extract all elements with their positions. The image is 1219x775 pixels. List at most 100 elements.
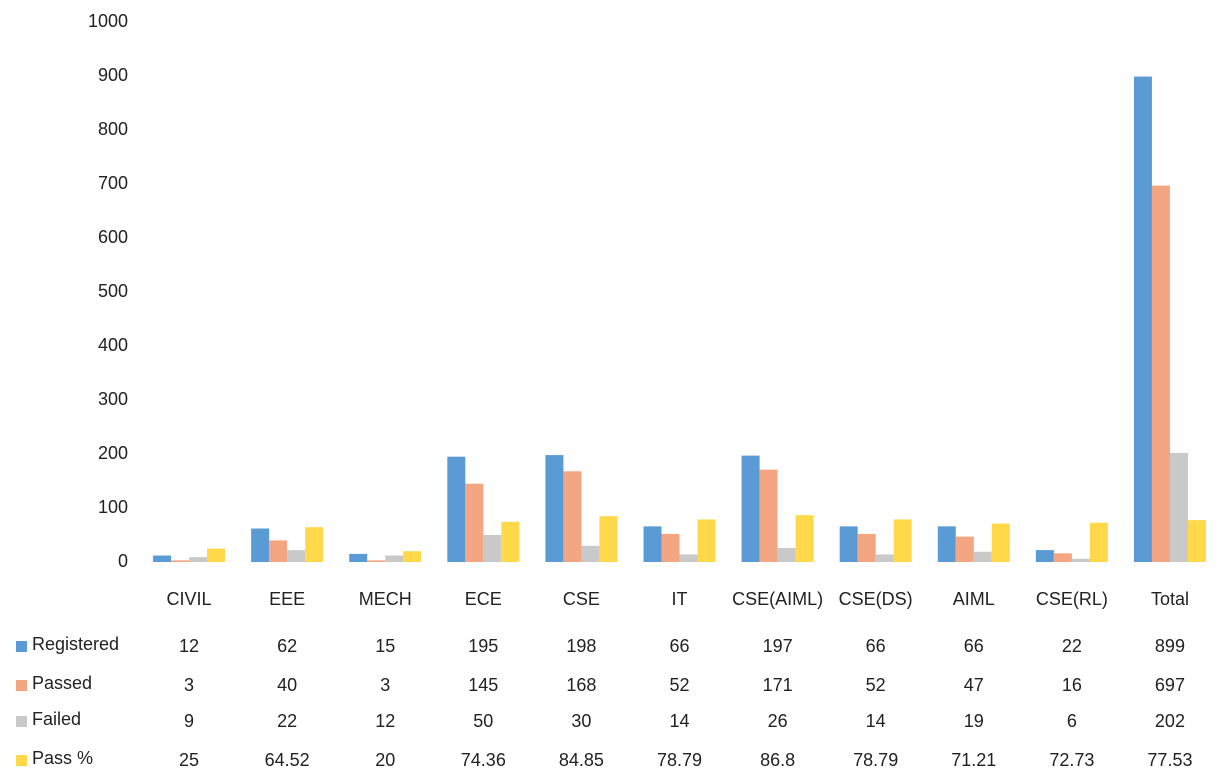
bar xyxy=(305,527,324,562)
bar xyxy=(153,555,172,562)
bar xyxy=(581,545,600,562)
bar xyxy=(349,553,368,562)
table-cell: 899 xyxy=(1155,636,1185,656)
legend-swatch xyxy=(16,716,27,727)
table-cell: 66 xyxy=(669,636,689,656)
table-cell: 3 xyxy=(380,675,390,695)
bar xyxy=(795,515,814,562)
bar xyxy=(1151,185,1170,562)
x-tick-label: Total xyxy=(1151,589,1189,609)
x-tick-label: CSE(DS) xyxy=(839,589,913,609)
table-cell: 71.21 xyxy=(951,750,996,770)
table-cell: 66 xyxy=(866,636,886,656)
y-tick-label: 100 xyxy=(98,497,128,517)
bar xyxy=(385,555,404,562)
table-cell: 12 xyxy=(179,636,199,656)
x-tick-label: CSE(RL) xyxy=(1036,589,1108,609)
table-cell: 22 xyxy=(277,711,297,731)
table-cell: 171 xyxy=(763,675,793,695)
bar xyxy=(1169,452,1188,562)
table-cell: 40 xyxy=(277,675,297,695)
x-tick-label: CIVIL xyxy=(167,589,212,609)
x-tick-label: MECH xyxy=(359,589,412,609)
table-cell: 197 xyxy=(763,636,793,656)
bar xyxy=(697,519,716,562)
legend-label: Failed xyxy=(32,709,81,729)
table-cell: 66 xyxy=(964,636,984,656)
bar xyxy=(955,536,974,562)
bar xyxy=(973,551,992,562)
y-tick-label: 300 xyxy=(98,389,128,409)
table-cell: 52 xyxy=(669,675,689,695)
table-cell: 168 xyxy=(566,675,596,695)
table-cell: 25 xyxy=(179,750,199,770)
table-cell: 6 xyxy=(1067,711,1077,731)
table-cell: 26 xyxy=(768,711,788,731)
bar xyxy=(483,535,502,562)
bar xyxy=(893,519,912,562)
table-cell: 50 xyxy=(473,711,493,731)
table-cell: 78.79 xyxy=(657,750,702,770)
table-cell: 72.73 xyxy=(1049,750,1094,770)
y-tick-label: 900 xyxy=(98,65,128,85)
y-tick-label: 0 xyxy=(118,551,128,571)
y-tick-label: 1000 xyxy=(88,11,128,31)
table-cell: 74.36 xyxy=(461,750,506,770)
bar xyxy=(777,547,796,562)
y-tick-label: 200 xyxy=(98,443,128,463)
bar xyxy=(501,521,520,562)
bar xyxy=(1035,550,1054,562)
bar xyxy=(545,455,564,562)
bar xyxy=(679,554,698,562)
bar xyxy=(207,548,226,562)
legend-swatch xyxy=(16,680,27,691)
bar xyxy=(759,469,778,562)
legend-label: Registered xyxy=(32,634,119,654)
legend-label: Passed xyxy=(32,673,92,693)
x-tick-label: CSE(AIML) xyxy=(732,589,823,609)
bar xyxy=(857,533,876,562)
table-cell: 16 xyxy=(1062,675,1082,695)
bar xyxy=(1133,76,1152,562)
table-cell: 145 xyxy=(468,675,498,695)
table-cell: 19 xyxy=(964,711,984,731)
y-tick-label: 800 xyxy=(98,119,128,139)
table-cell: 84.85 xyxy=(559,750,604,770)
x-tick-label: AIML xyxy=(953,589,995,609)
table-cell: 198 xyxy=(566,636,596,656)
bar xyxy=(171,560,190,562)
table-cell: 12 xyxy=(375,711,395,731)
table-cell: 78.79 xyxy=(853,750,898,770)
bar xyxy=(1089,522,1108,562)
table-cell: 20 xyxy=(375,750,395,770)
legend-label: Pass % xyxy=(32,748,93,768)
table-cell: 62 xyxy=(277,636,297,656)
bar xyxy=(991,523,1010,562)
bar xyxy=(937,526,956,562)
legend-swatch xyxy=(16,641,27,652)
bar xyxy=(403,551,422,562)
bar xyxy=(1053,553,1072,562)
x-tick-label: CSE xyxy=(563,589,600,609)
table-cell: 9 xyxy=(184,711,194,731)
table-cell: 64.52 xyxy=(265,750,310,770)
table-cell: 47 xyxy=(964,675,984,695)
bar xyxy=(839,526,858,562)
bar xyxy=(367,560,386,562)
table-cell: 14 xyxy=(866,711,886,731)
table-cell: 14 xyxy=(669,711,689,731)
y-tick-label: 600 xyxy=(98,227,128,247)
table-cell: 22 xyxy=(1062,636,1082,656)
bar xyxy=(643,526,662,562)
bar xyxy=(189,557,208,562)
bar xyxy=(269,540,288,562)
y-tick-label: 400 xyxy=(98,335,128,355)
bar xyxy=(1071,558,1090,562)
table-cell: 30 xyxy=(571,711,591,731)
bar xyxy=(563,471,582,562)
x-tick-label: IT xyxy=(672,589,688,609)
bar xyxy=(287,550,306,562)
bar xyxy=(465,483,484,562)
bar xyxy=(661,533,680,562)
